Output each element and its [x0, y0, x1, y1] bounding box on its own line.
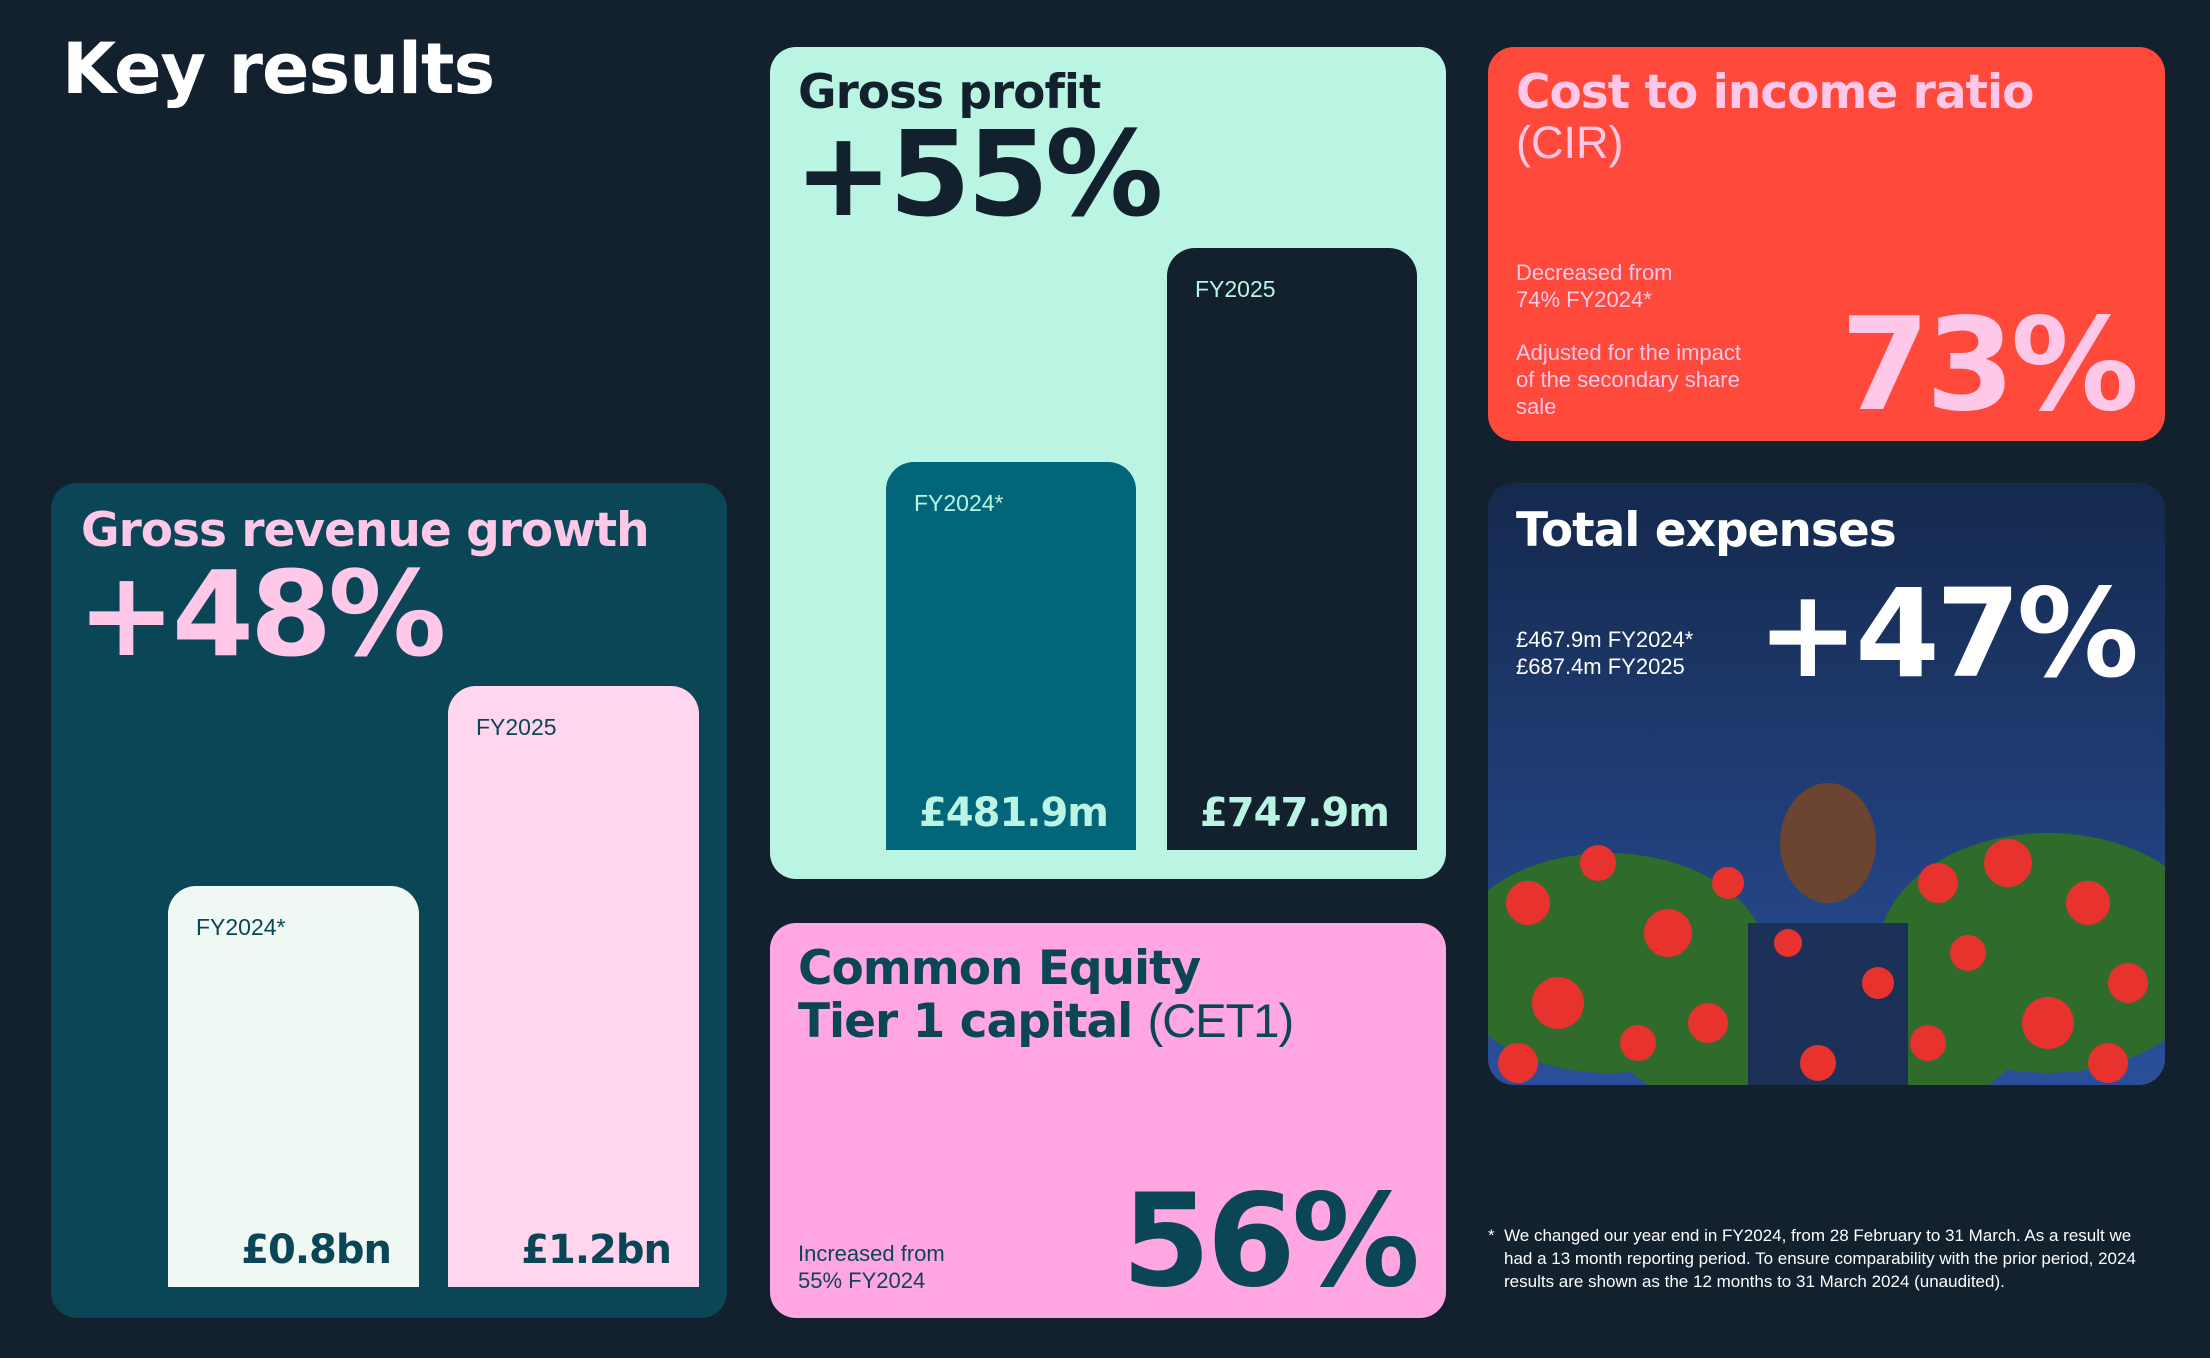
title-suffix: (CET1)	[1147, 994, 1294, 1047]
bar: FY2025 £747.9m	[1167, 248, 1417, 850]
title-line: Common Equity	[798, 941, 1201, 996]
bar-value-label: £1.2bn	[521, 1227, 672, 1273]
bar-value-label: £0.8bn	[241, 1227, 392, 1273]
photo	[1488, 783, 2165, 1085]
footnote: * We changed our year end in FY2024, fro…	[1488, 1226, 2136, 1291]
bar: FY2024* £0.8bn	[168, 886, 419, 1287]
bar-label: FY2025	[1195, 276, 1276, 302]
figure-head	[1780, 783, 1876, 903]
note: Increased from 55% FY2024	[798, 1241, 945, 1293]
bar: FY2025 £1.2bn	[448, 686, 699, 1287]
change-value: +55%	[794, 105, 1163, 243]
expense-line: £467.9m FY2024*	[1516, 627, 1694, 652]
note: Decreased from 74% FY2024*	[1516, 260, 1673, 312]
cet1-panel: Common Equity Tier 1 capital (CET1) Incr…	[770, 923, 1446, 1318]
panel-title: Common Equity Tier 1 capital (CET1)	[798, 941, 1294, 1049]
gross-revenue-panel: Gross revenue growth +48% FY2024* £0.8bn F…	[51, 483, 727, 1318]
gross-profit-panel: Gross profit +55% FY2024* £481.9m FY2025 £7…	[770, 47, 1446, 879]
panel-subtitle: (CIR)	[1516, 117, 1624, 168]
page-title: Key results	[62, 28, 495, 110]
panel-title: Gross revenue growth	[81, 503, 650, 558]
title-line: Tier 1 capital	[798, 994, 1133, 1049]
panel-title: Cost to income ratio	[1516, 65, 2034, 120]
expense-line: £687.4m FY2025	[1516, 654, 1685, 679]
expenses-value: +47%	[1756, 563, 2139, 705]
expenses-panel: Total expenses £467.9m FY2024* £687.4m F…	[1488, 483, 2165, 1085]
note: Adjusted for the impact of the secondary…	[1516, 340, 1742, 419]
footnote-text: We changed our year end in FY2024, from …	[1504, 1226, 2136, 1291]
panel-title: Gross profit	[798, 65, 1101, 120]
bar-label: FY2024*	[196, 914, 286, 941]
expense-lines: £467.9m FY2024* £687.4m FY2025	[1516, 626, 1693, 680]
cir-value: 73%	[1840, 291, 2139, 440]
cir-panel: Cost to income ratio (CIR) Decreased fro…	[1488, 47, 2165, 441]
bar-label: FY2024*	[914, 490, 1004, 517]
change-value: +48%	[77, 545, 446, 683]
bar: FY2024* £481.9m	[886, 462, 1136, 850]
flowers	[1498, 839, 2148, 1083]
cet1-value: 56%	[1121, 1167, 1420, 1316]
bar-label: FY2025	[476, 714, 557, 740]
bar-value-label: £481.9m	[918, 790, 1109, 836]
bar-value-label: £747.9m	[1199, 790, 1390, 836]
panel-title: Total expenses	[1516, 503, 1897, 558]
title-line: Tier 1 capital (CET1)	[798, 994, 1294, 1049]
